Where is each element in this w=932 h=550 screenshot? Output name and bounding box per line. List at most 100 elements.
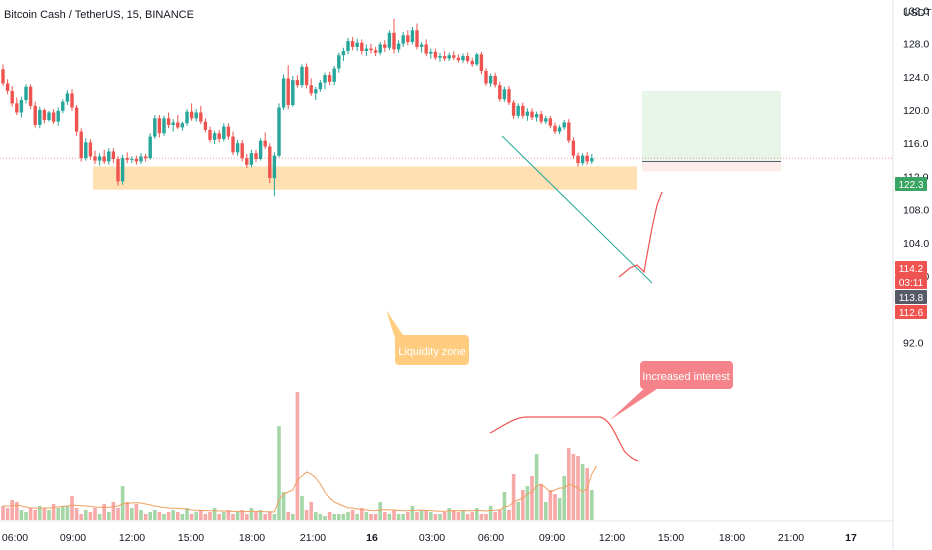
price-tag-box (895, 290, 927, 304)
volume-bar (438, 514, 442, 520)
candle-body (143, 156, 148, 159)
volume-bar (304, 510, 309, 520)
candle-body (212, 133, 217, 140)
price-tag-box (895, 261, 927, 275)
time-tick-label: 17 (845, 532, 857, 544)
volume-bar (277, 426, 281, 520)
candle-body (111, 151, 116, 159)
candle-body (171, 122, 175, 125)
volume-bar (203, 514, 208, 520)
candle-body (415, 30, 419, 47)
projection-path (618, 191, 663, 278)
price-tag: 113.8 (895, 290, 927, 304)
price-tag-label: 122.3 (898, 180, 923, 191)
price-tag-box (895, 275, 927, 289)
candle-body (484, 70, 488, 84)
candle-body (309, 85, 313, 94)
volume-bar (240, 510, 244, 520)
volume-bar (65, 506, 70, 520)
volume-bar (300, 496, 304, 520)
candle-body (378, 44, 382, 53)
candle-body (530, 111, 534, 118)
candle-body (571, 140, 576, 156)
volume-bar (525, 486, 530, 520)
price-tick-label: 128.0 (903, 39, 929, 51)
candle-body (88, 142, 93, 157)
volume-bar (557, 498, 562, 520)
volume-bar (111, 502, 116, 520)
volume-bar (369, 514, 373, 520)
price-tag: 114.2 (895, 261, 927, 275)
candle-body (203, 121, 208, 130)
candle-body (304, 66, 309, 86)
volume-bar (346, 512, 350, 520)
candle-body (258, 140, 263, 159)
volume-bar (19, 510, 24, 520)
volume-bar (562, 476, 566, 520)
volume-bar (327, 512, 332, 520)
volume-bar (74, 508, 79, 520)
candle-body (534, 114, 539, 118)
candle-body (134, 158, 139, 162)
volume-bar (1, 506, 5, 520)
candle-body (28, 86, 33, 106)
price-tag: 122.3 (895, 177, 927, 191)
volume-bar (42, 508, 47, 520)
candle-body (488, 75, 493, 84)
volume-bar (268, 512, 272, 520)
candle-body (120, 158, 125, 182)
candle-body (557, 127, 562, 132)
time-tick-label: 21:00 (300, 532, 326, 544)
candle-body (429, 51, 433, 54)
interest-curve (489, 416, 639, 462)
price-tick-label: 124.0 (903, 72, 929, 84)
candle-body (15, 103, 19, 113)
volume-bar (355, 514, 359, 520)
candle-body (516, 105, 520, 116)
candle-body (42, 110, 47, 120)
candle-body (544, 118, 548, 122)
candle-body (341, 51, 346, 56)
volume-bar (15, 502, 19, 520)
candle-body (199, 112, 203, 122)
volume-bar (539, 484, 543, 520)
volume-bar (332, 514, 336, 520)
volume-bar (452, 510, 456, 520)
interest-callout: Increased interest (610, 361, 733, 420)
volume-bar (401, 514, 405, 520)
volume-bar (157, 512, 162, 520)
volume-bar (189, 514, 194, 520)
volume-bar (475, 508, 479, 520)
callout-pointer (386, 310, 405, 338)
volume-bar (199, 510, 203, 520)
volume-bar (235, 512, 240, 520)
time-tick-label: 06:00 (478, 532, 504, 544)
candle-body (240, 143, 244, 159)
candle-body (79, 131, 83, 159)
volume-bar (24, 512, 28, 520)
volume-bar (544, 502, 548, 520)
volume-bar (249, 508, 254, 520)
liquidity-zone-callout: Liquidity zone (386, 310, 469, 365)
volume-bar (162, 514, 166, 520)
callout-pointer (610, 383, 666, 420)
volume-bar (84, 510, 88, 520)
volume-bar (484, 514, 488, 520)
candle-body (590, 158, 594, 162)
price-tag-label: 113.8 (899, 293, 924, 304)
price-tick-label: 132.0 (903, 5, 929, 17)
volume-bar (590, 490, 594, 520)
candle-body (465, 56, 470, 62)
volume-bar (51, 504, 56, 520)
candle-body (387, 32, 392, 48)
candle-body (24, 86, 28, 101)
volume-bar (373, 514, 378, 520)
volume-bar (406, 512, 410, 520)
volume-bar (139, 510, 143, 520)
candle-body (19, 100, 24, 113)
volume-bar (88, 512, 93, 520)
price-tag: 112.6 (895, 305, 927, 319)
candle-body (318, 82, 323, 90)
volume-bar (61, 506, 65, 520)
